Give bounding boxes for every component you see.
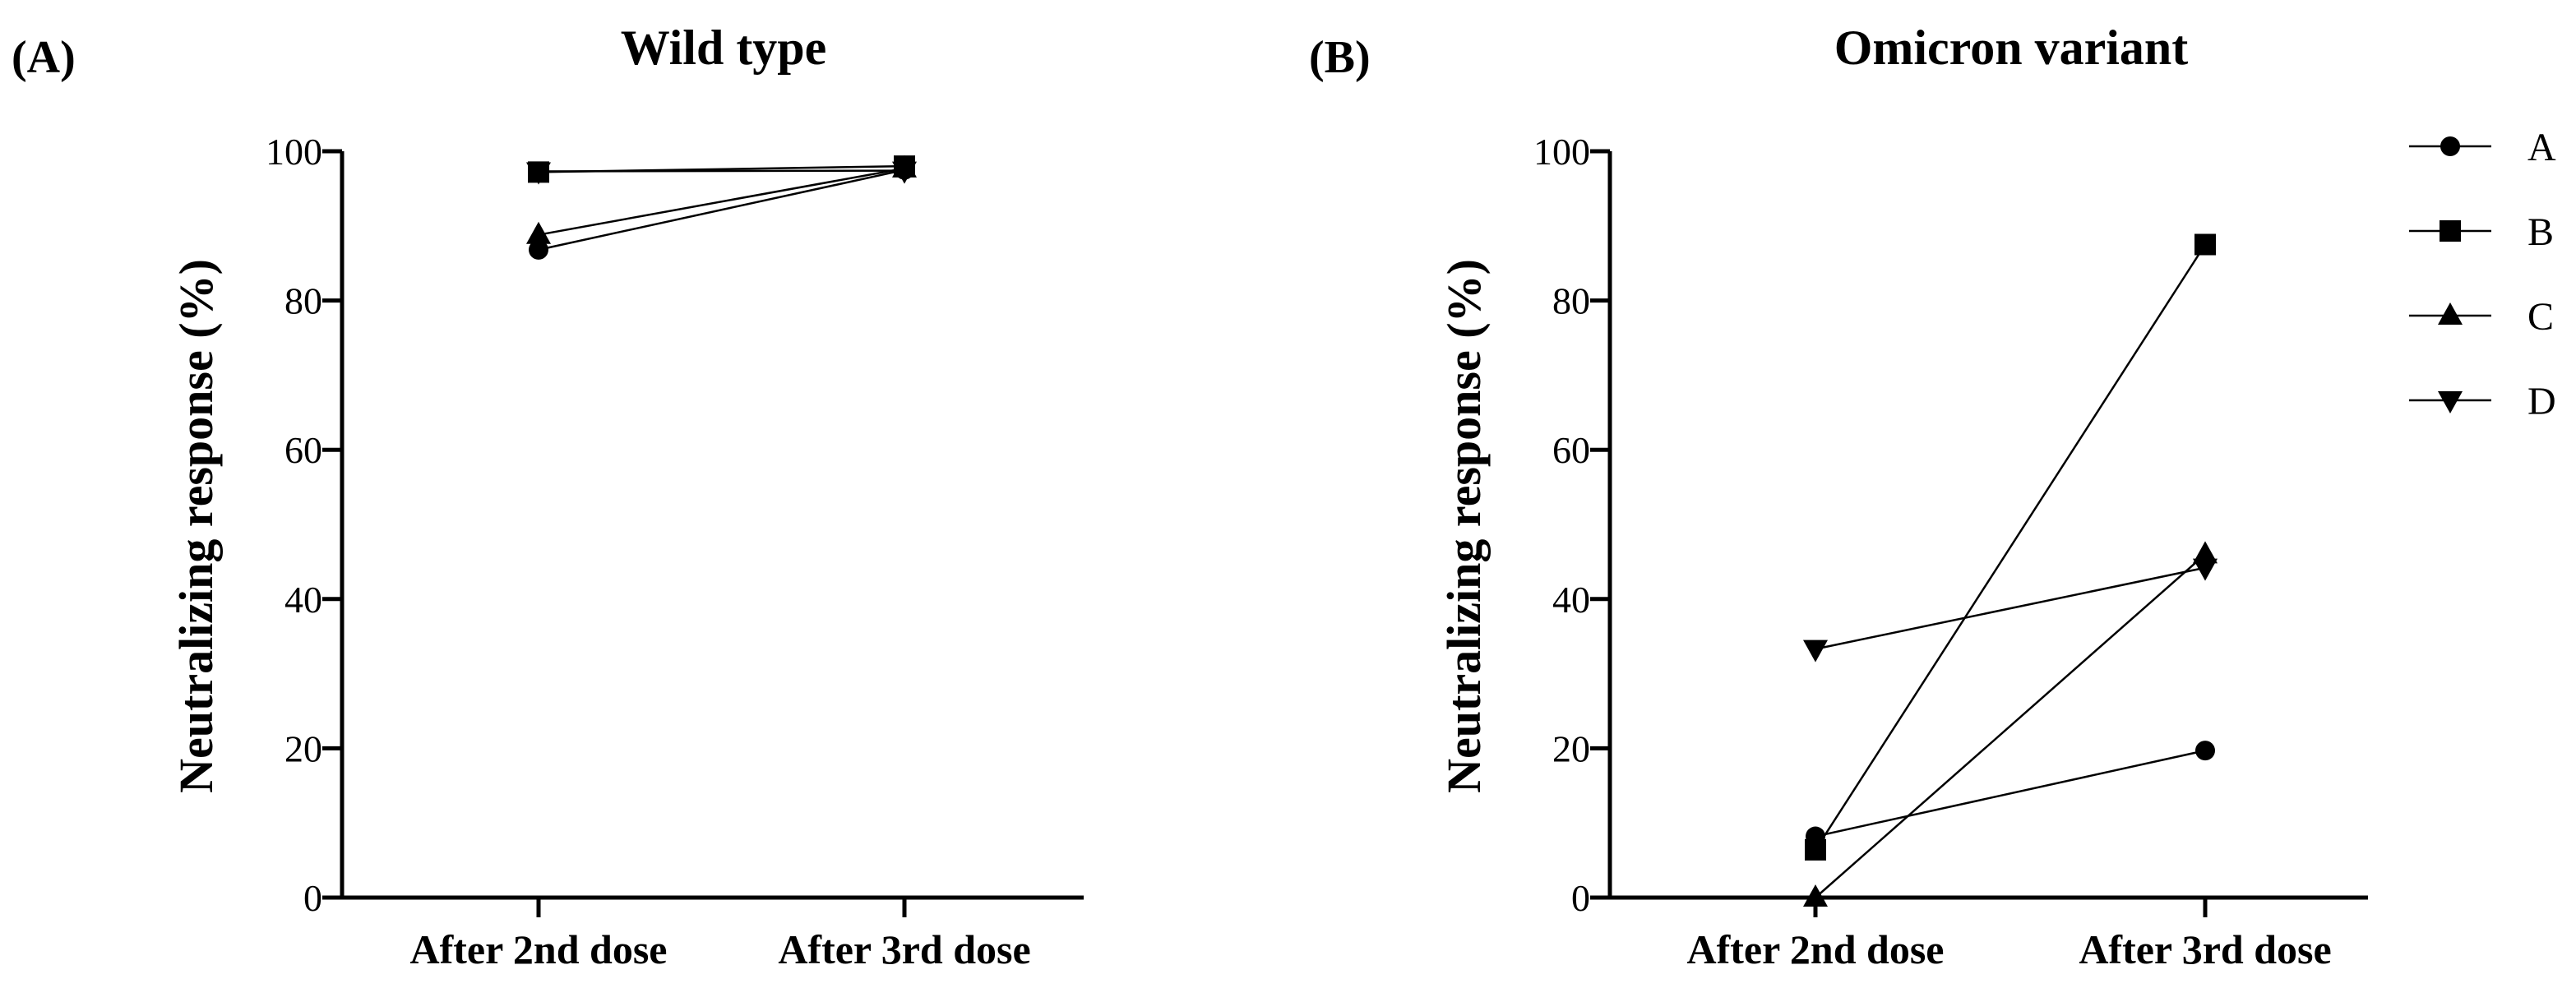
panel-a-title: Wild type: [621, 21, 827, 75]
panel-a-series-A-point: [529, 239, 548, 260]
panel-a-series-C-point: [526, 221, 551, 244]
panel-a-label: (A): [12, 32, 76, 83]
panel-b-series-C-point: [2193, 541, 2218, 564]
panel-b-title: Omicron variant: [1834, 21, 2189, 75]
panel-a-y-tick-label: 0: [303, 877, 322, 919]
panel-a-series-D-point: [526, 162, 551, 185]
panel-a-x-tick-label: After 2nd dose: [410, 926, 668, 972]
panel-b-y-tick-label: 60: [1552, 429, 1590, 471]
panel-b-series-C-point: [1803, 884, 1828, 907]
panel-a-y-tick-label: 20: [284, 727, 322, 769]
legend-B-label: B: [2527, 210, 2554, 254]
panel-b-series-B-line: [1814, 243, 2207, 851]
panel-a-plot: 0 20 40 60 80 100 After 2nd dose After 3rd dose: [266, 131, 1084, 972]
panel-b-y-tick-label: 20: [1552, 727, 1590, 769]
legend-A-marker: [2440, 136, 2460, 156]
panel-b-series-D-point: [2193, 558, 2218, 581]
panel-a-x-tick-label: After 3rd dose: [778, 926, 1030, 972]
panel-b-series-D-point: [1803, 639, 1828, 663]
panel-a-y-tick-label: 100: [266, 131, 322, 173]
legend-C-label: C: [2527, 295, 2554, 339]
panel-b-series-B-point: [2194, 233, 2216, 256]
panel-a-y-tick-label: 80: [284, 280, 322, 322]
panel-b-series-B-point: [1805, 838, 1826, 861]
panel-b-series-A-point: [2195, 741, 2215, 761]
panel-b-plot: 0 20 40 60 80 100 After 2nd dose After 3rd dose: [1533, 131, 2368, 972]
legend-D-marker: [2438, 391, 2463, 413]
panel-a-series-D-line: [538, 169, 905, 173]
legend-B-marker: [2440, 220, 2461, 242]
legend-A-label: A: [2527, 126, 2556, 169]
panel-b-y-tick-label: 80: [1552, 280, 1590, 322]
panel-a-series-D-point: [892, 161, 917, 184]
panel-b-series-D-line: [1815, 566, 2206, 650]
panel-a-series-A-line: [538, 169, 905, 252]
panel-b-y-tick-label: 100: [1533, 131, 1590, 173]
panel-a-y-axis-title: Neutralizing response (%): [169, 259, 223, 793]
panel-b-x-tick-label: After 3rd dose: [2079, 926, 2331, 972]
panel-b-y-axis-title: Neutralizing response (%): [1437, 259, 1491, 793]
panel-a-y-tick-label: 60: [284, 429, 322, 471]
panel-a-y-tick-label: 40: [284, 579, 322, 621]
panel-a-series-C-line: [538, 167, 905, 236]
panel-b-series-A-line: [1815, 749, 2206, 838]
panel-b-y-tick-label: 0: [1571, 877, 1590, 919]
legend-C-marker: [2438, 302, 2463, 325]
panel-b-y-tick-label: 40: [1552, 579, 1590, 621]
panel-b-x-tick-label: After 2nd dose: [1687, 926, 1945, 972]
legend-D-label: D: [2527, 380, 2556, 423]
panel-b-label: (B): [1309, 32, 1371, 83]
panel-b-series-C-line: [1815, 553, 2206, 898]
